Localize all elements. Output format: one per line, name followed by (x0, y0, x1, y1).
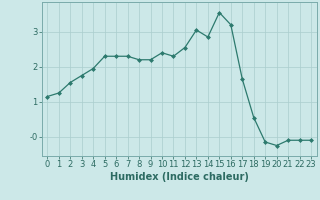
X-axis label: Humidex (Indice chaleur): Humidex (Indice chaleur) (110, 172, 249, 182)
